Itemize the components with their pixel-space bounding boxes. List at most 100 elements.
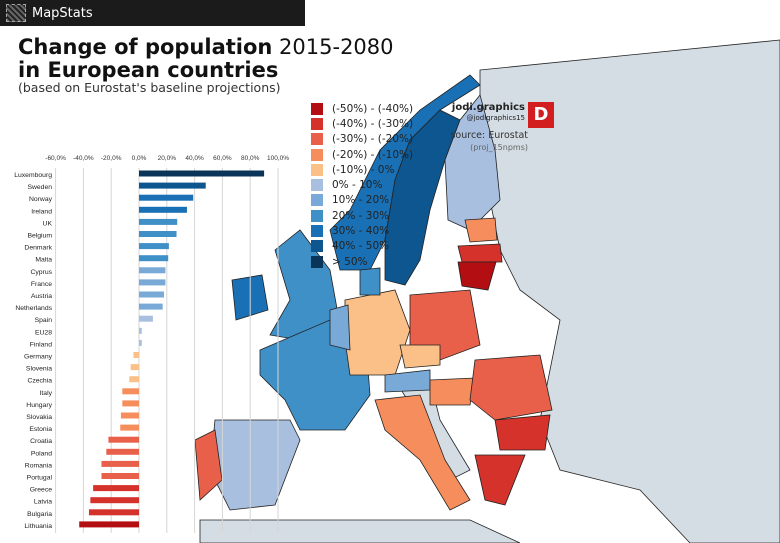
bar-bulgaria [88,509,139,516]
category-label: Austria [31,293,52,300]
bar-czechia [129,376,139,383]
bar-romania [101,460,139,467]
category-label: Slovenia [26,366,52,373]
source: source: Eurostat (proj_15npms) [440,130,528,154]
category-label: Denmark [24,245,52,252]
category-label: Greece [30,487,53,494]
category-label: Romania [25,462,52,469]
bar-belgium [139,231,177,237]
legend-label: (-20%) - (-10%) [332,148,414,161]
tick-label: -20,0% [101,155,122,162]
legend-swatch [311,194,323,207]
category-label: Slovakia [26,414,52,421]
map-estonia [464,217,498,243]
bar-latvia [90,497,139,504]
bar-slovenia [130,364,139,371]
bar-poland [106,448,139,455]
map-czechia [399,344,441,369]
map-romania [469,354,553,421]
title-bold: Change of population [18,35,273,59]
bar-spain [139,315,153,322]
bar-netherlands [139,303,163,310]
map-latvia [457,243,503,263]
category-label: Norway [29,196,53,203]
page-title: Change of population 2015-2080 in Europe… [18,36,394,82]
map-bulgaria [494,414,551,451]
map-greece [474,454,526,506]
legend-label: 40% - 50% [332,240,390,253]
map-denmark [359,267,381,296]
source-label: source: Eurostat [450,130,528,141]
legend-item: 0% - 10% [311,177,413,192]
legend-swatch [311,255,323,268]
category-label: Cyprus [30,269,52,276]
legend-label: 30% - 40% [332,225,390,238]
tick-label: 100,0% [267,155,289,162]
brand-handle: @jodigraphics15 [466,114,525,122]
bar-france [139,279,166,286]
title-years: 2015-2080 [272,35,394,59]
map-north-africa [199,519,521,543]
bar-eu28 [139,327,142,334]
legend-swatch [311,179,323,192]
bar-denmark [139,243,169,250]
legend-label: 10% - 20% [332,194,390,207]
map-netherlands-belgium [329,304,351,351]
legend-item: 10% - 20% [311,193,413,208]
bar-croatia [108,436,139,443]
bar-portugal [101,473,139,479]
legend-swatch [311,148,323,161]
category-label: Belgium [27,233,52,240]
category-label: Netherlands [15,305,52,312]
legend-label: (-40%) - (-30%) [332,117,414,130]
legend-item: (-50%) - (-40%) [311,101,413,116]
category-label: Hungary [26,402,52,409]
bar-malta [139,255,169,262]
brand: jodi.graphics @jodigraphics15 D [440,102,554,128]
category-label: Ireland [31,208,52,215]
category-label: UK [43,220,53,227]
category-label: Estonia [29,426,52,433]
legend-item: (-30%) - (-20%) [311,132,413,147]
legend-label: (-50%) - (-40%) [332,102,414,115]
legend-item: (-10%) - 0% [311,162,413,177]
mapstats-logo-icon [6,4,26,22]
bar-estonia [120,424,139,431]
map-hungary [429,377,476,406]
category-label: Croatia [30,438,52,445]
category-label: Malta [35,257,52,264]
population-bar-chart: -60,0% -40,0% -20,0% 0,0% 20,0% 40,0% 60,0% 80,… [14,155,289,533]
category-label: France [31,281,52,288]
bar-germany [133,352,139,358]
tick-label: 80,0% [241,155,260,162]
category-label: Czechia [27,378,52,385]
legend: (-50%) - (-40%) (-40%) - (-30%) (-30%) - (… [311,101,413,269]
bar-ireland [139,206,187,213]
brand-logo-icon: D [528,102,554,128]
map-poland [409,289,481,361]
legend-swatch [311,133,323,146]
bar-cyprus [139,267,166,274]
category-label: Portugal [27,475,53,482]
bar-uk [139,218,178,225]
bar-finland [139,339,142,346]
tick-label: 20,0% [158,155,177,162]
legend-swatch [311,117,323,130]
legend-label: 20% - 30% [332,209,390,222]
category-label: Sweden [27,184,52,191]
legend-label: (-10%) - 0% [332,163,395,176]
tick-label: 40,0% [185,155,204,162]
legend-item: (-40%) - (-30%) [311,116,413,131]
bar-slovakia [120,412,139,419]
brand-name: jodi.graphics [451,102,525,113]
category-label: Latvia [34,499,52,506]
category-label: Spain [35,317,53,324]
tick-label: 60,0% [213,155,232,162]
map-finland [444,94,501,231]
category-label: Finland [30,341,53,348]
legend-swatch [311,163,323,176]
bar-lithuania [79,521,139,528]
legend-swatch [311,102,323,115]
legend-label: (-30%) - (-20%) [332,133,414,146]
bar-italy [122,388,139,395]
